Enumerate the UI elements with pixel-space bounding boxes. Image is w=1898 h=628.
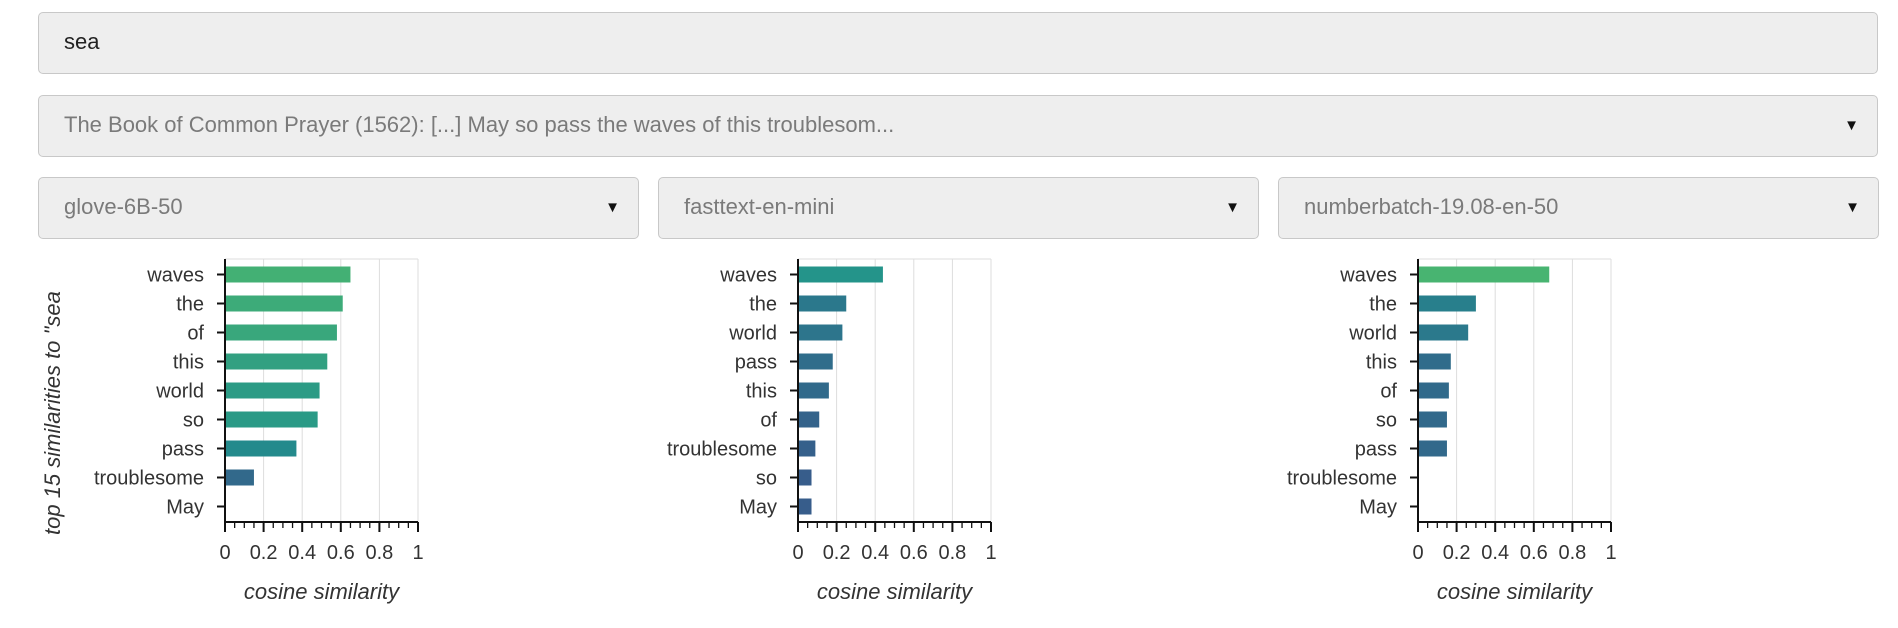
passage-select-value: The Book of Common Prayer (1562): [...] …: [64, 112, 895, 137]
category-label: the: [749, 294, 777, 316]
category-label: world: [728, 323, 777, 345]
x-tick-label: 0.6: [900, 542, 928, 564]
bar: [225, 440, 297, 457]
passage-select[interactable]: The Book of Common Prayer (1562): [...] …: [38, 95, 1878, 157]
x-tick-label: 0.2: [823, 542, 851, 564]
x-axis-label: cosine similarity: [817, 579, 974, 604]
model-select-value: glove-6B-50: [64, 194, 183, 219]
bar: [225, 295, 343, 312]
x-tick-label: 0: [219, 542, 230, 564]
x-tick-label: 1: [412, 542, 423, 564]
x-axis-label: cosine similarity: [244, 579, 401, 604]
bar: [798, 266, 883, 283]
bar: [1418, 295, 1476, 312]
category-label: waves: [719, 265, 777, 287]
category-label: waves: [1339, 265, 1397, 287]
bar: [1418, 411, 1447, 428]
x-tick-label: 0.4: [288, 542, 316, 564]
bar: [1418, 440, 1447, 457]
category-label: so: [1376, 410, 1397, 432]
x-tick-label: 0: [792, 542, 803, 564]
category-label: so: [183, 410, 204, 432]
category-label: world: [155, 381, 204, 403]
category-label: of: [760, 410, 777, 432]
category-label: of: [1380, 381, 1397, 403]
category-label: the: [176, 294, 204, 316]
bar: [798, 469, 812, 486]
query-input-value: sea: [64, 29, 100, 54]
category-label: this: [1366, 352, 1397, 374]
x-tick-label: 1: [1605, 542, 1616, 564]
chevron-down-icon: ▼: [605, 199, 620, 216]
category-label: pass: [735, 352, 777, 374]
model-select-3[interactable]: numberbatch-19.08-en-50 ▼: [1278, 177, 1879, 239]
bar: [1418, 266, 1550, 283]
bar: [798, 498, 812, 515]
chevron-down-icon: ▼: [1225, 199, 1240, 216]
x-tick-label: 0.4: [861, 542, 889, 564]
bar: [225, 411, 318, 428]
category-label: this: [173, 352, 204, 374]
category-label: pass: [162, 439, 204, 461]
model-select-2[interactable]: fasttext-en-mini ▼: [658, 177, 1259, 239]
x-tick-label: 0.8: [938, 542, 966, 564]
query-input[interactable]: sea: [38, 12, 1878, 74]
x-tick-label: 0.8: [1558, 542, 1586, 564]
chevron-down-icon: ▼: [1844, 117, 1859, 134]
bar: [1418, 382, 1449, 399]
x-tick-label: 1: [985, 542, 996, 564]
category-label: the: [1369, 294, 1397, 316]
bar: [798, 411, 820, 428]
x-tick-label: 0: [1412, 542, 1423, 564]
bar: [798, 382, 829, 399]
bar: [798, 295, 847, 312]
x-tick-label: 0.2: [250, 542, 278, 564]
category-label: of: [187, 323, 204, 345]
y-axis-title: top 15 similarities to "sea: [40, 291, 65, 535]
category-label: pass: [1355, 439, 1397, 461]
model-select-1[interactable]: glove-6B-50 ▼: [38, 177, 639, 239]
bar: [225, 469, 254, 486]
model-select-value: numberbatch-19.08-en-50: [1304, 194, 1559, 219]
x-tick-label: 0.6: [327, 542, 355, 564]
bar: [798, 324, 843, 341]
category-label: world: [1348, 323, 1397, 345]
bar: [1418, 324, 1469, 341]
x-tick-label: 0.4: [1481, 542, 1509, 564]
bar: [225, 353, 328, 370]
category-label: May: [739, 497, 777, 519]
x-tick-label: 0.2: [1443, 542, 1471, 564]
bar: [225, 266, 351, 283]
category-label: troublesome: [667, 439, 777, 461]
chevron-down-icon: ▼: [1845, 199, 1860, 216]
category-label: waves: [146, 265, 204, 287]
x-axis-label: cosine similarity: [1437, 579, 1594, 604]
model-select-value: fasttext-en-mini: [684, 194, 835, 219]
category-label: so: [756, 468, 777, 490]
bar: [798, 440, 816, 457]
x-tick-label: 0.6: [1520, 542, 1548, 564]
bar: [225, 324, 337, 341]
category-label: this: [746, 381, 777, 403]
category-label: troublesome: [94, 468, 204, 490]
bar: [1418, 353, 1451, 370]
category-label: May: [1359, 497, 1397, 519]
x-tick-label: 0.8: [365, 542, 393, 564]
bar: [798, 353, 833, 370]
bar: [225, 382, 320, 399]
category-label: troublesome: [1287, 468, 1397, 490]
category-label: May: [166, 497, 204, 519]
